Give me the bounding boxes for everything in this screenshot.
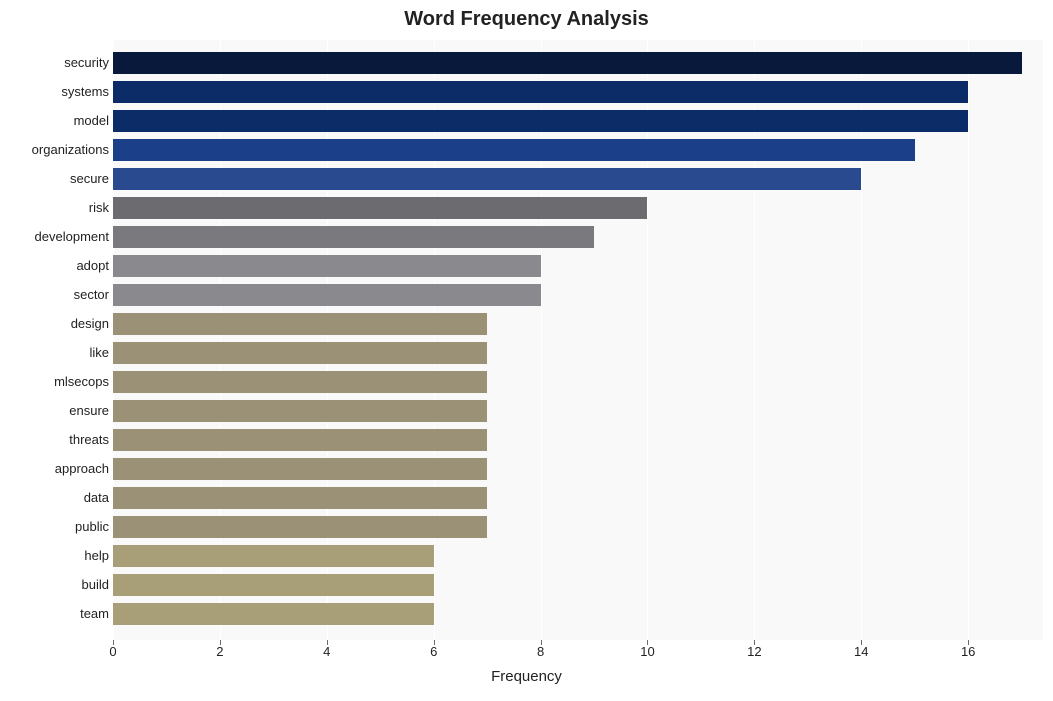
y-tick-label: mlsecops — [0, 371, 109, 393]
x-tick-label: 0 — [109, 644, 116, 659]
bar — [113, 284, 541, 306]
y-tick-label: risk — [0, 197, 109, 219]
bar — [113, 197, 647, 219]
bar — [113, 574, 434, 596]
y-tick-label: ensure — [0, 400, 109, 422]
y-tick-label: security — [0, 52, 109, 74]
y-tick-label: design — [0, 313, 109, 335]
y-tick-label: sector — [0, 284, 109, 306]
y-tick-label: public — [0, 516, 109, 538]
x-tick-label: 16 — [961, 644, 975, 659]
bar — [113, 371, 487, 393]
bar — [113, 545, 434, 567]
y-tick-label: approach — [0, 458, 109, 480]
bar — [113, 603, 434, 625]
bar — [113, 226, 594, 248]
y-tick-label: adopt — [0, 255, 109, 277]
word-frequency-chart: Word Frequency Analysis Frequency 0 2 4 6 8 1… — [0, 0, 1053, 701]
x-tick-label: 2 — [216, 644, 223, 659]
bar — [113, 313, 487, 335]
x-tick-label: 14 — [854, 644, 868, 659]
chart-title: Word Frequency Analysis — [0, 8, 1053, 31]
bar — [113, 255, 541, 277]
y-tick-label: team — [0, 603, 109, 625]
y-tick-label: secure — [0, 168, 109, 190]
x-tick-label: 6 — [430, 644, 437, 659]
y-tick-label: systems — [0, 81, 109, 103]
x-axis-title: Frequency — [0, 668, 1053, 685]
y-tick-label: development — [0, 226, 109, 248]
x-tick-label: 8 — [537, 644, 544, 659]
gridline — [968, 40, 969, 640]
x-tick-label: 4 — [323, 644, 330, 659]
bar — [113, 516, 487, 538]
y-tick-label: like — [0, 342, 109, 364]
bar — [113, 52, 1022, 74]
y-tick-label: build — [0, 574, 109, 596]
y-tick-label: model — [0, 110, 109, 132]
plot-area — [113, 40, 1043, 640]
bar — [113, 458, 487, 480]
y-tick-label: help — [0, 545, 109, 567]
bar — [113, 487, 487, 509]
bar — [113, 400, 487, 422]
bar — [113, 168, 861, 190]
y-tick-label: organizations — [0, 139, 109, 161]
y-tick-label: threats — [0, 429, 109, 451]
x-tick-label: 10 — [640, 644, 654, 659]
bar — [113, 110, 968, 132]
bar — [113, 342, 487, 364]
y-tick-label: data — [0, 487, 109, 509]
bar — [113, 429, 487, 451]
x-tick-label: 12 — [747, 644, 761, 659]
bar — [113, 81, 968, 103]
bar — [113, 139, 915, 161]
